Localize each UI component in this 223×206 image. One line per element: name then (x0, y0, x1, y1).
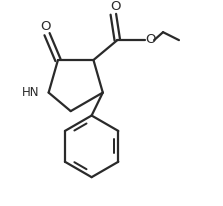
Text: O: O (145, 33, 155, 46)
Text: HN: HN (22, 86, 40, 99)
Text: O: O (40, 20, 50, 33)
Text: O: O (110, 0, 121, 13)
